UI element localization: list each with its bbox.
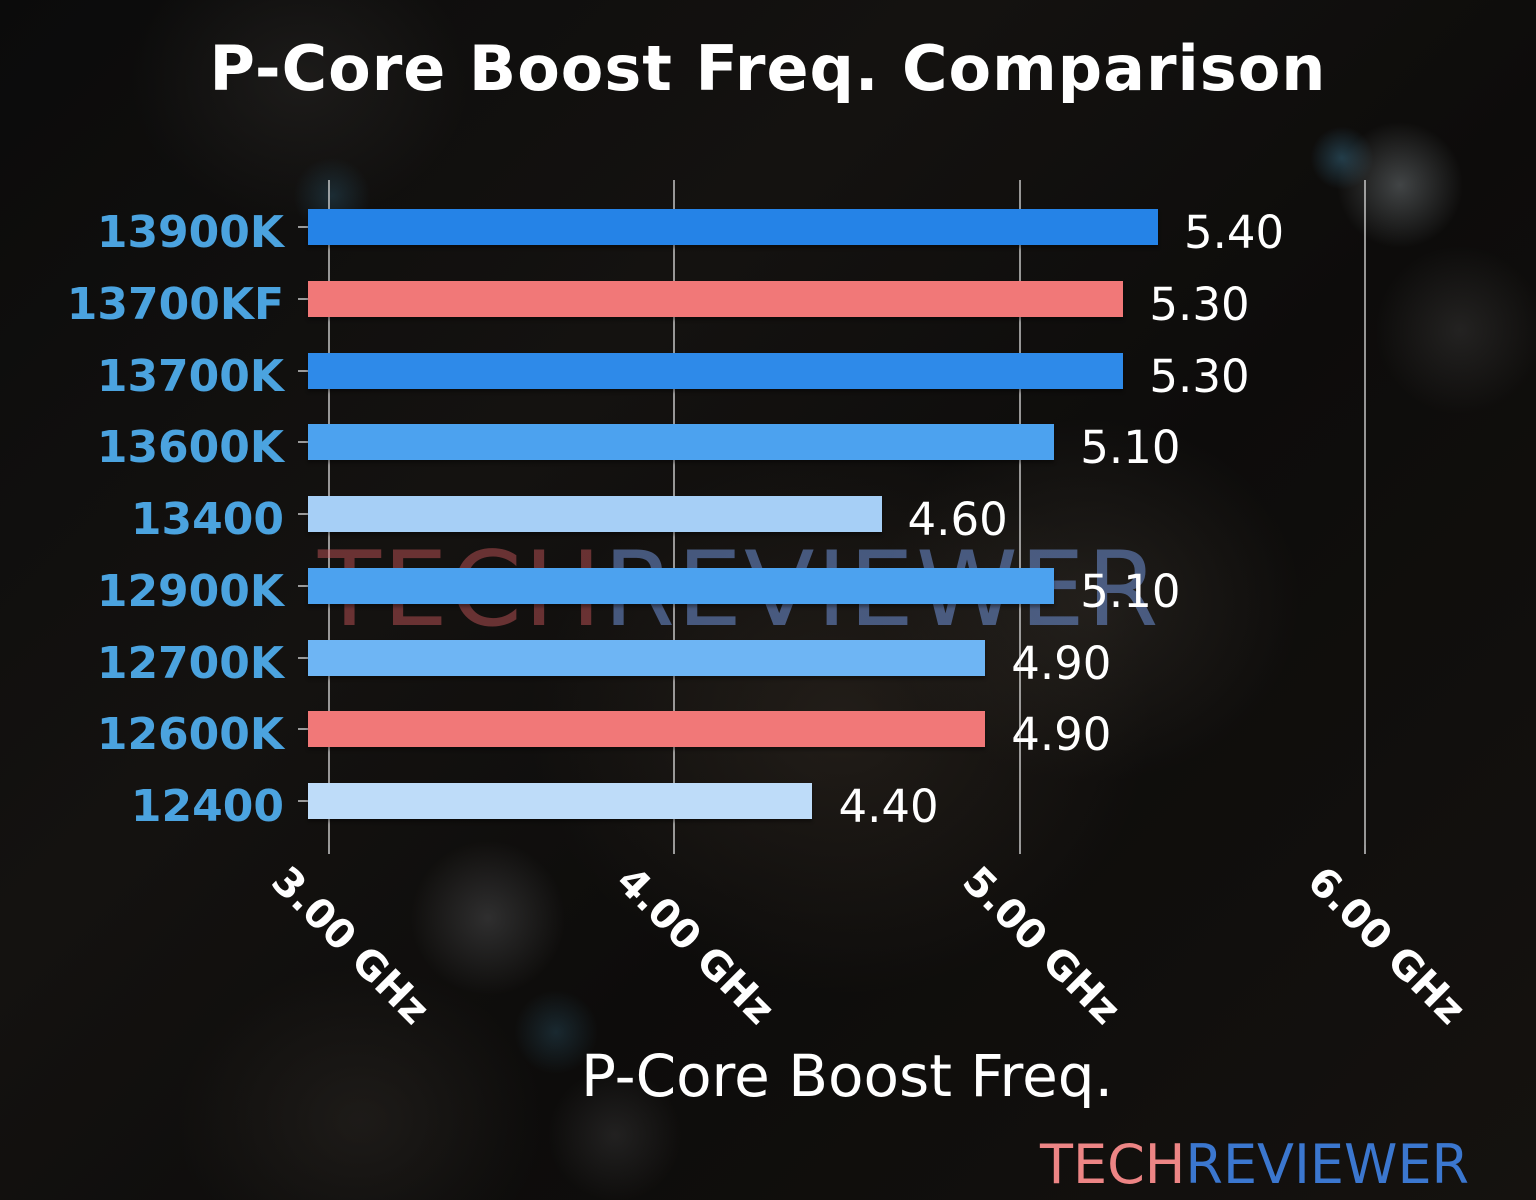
x-gridline [1364,180,1367,845]
bar [308,352,1124,389]
y-axis-tick [298,800,308,802]
value-label: 5.30 [1149,277,1250,331]
x-axis-title: P-Core Boost Freq. [580,1042,1114,1110]
category-label: 13700K [96,350,284,402]
value-label: 5.40 [1183,206,1285,259]
category-label: 13700KF [66,278,284,330]
techreviewer-logo: TECHREVIEWER [1040,1138,1469,1192]
value-label: 4.90 [1011,708,1112,762]
logo-tech: TECH [1040,1133,1186,1196]
category-label: 12400 [130,781,284,832]
bar [308,280,1124,317]
category-label: 12700K [96,637,284,689]
bar [308,209,1158,245]
x-axis-tick [673,845,676,854]
bar [308,711,986,748]
value-label: 4.60 [907,493,1008,546]
y-axis-tick [298,369,308,372]
value-label: 4.40 [838,780,939,833]
bar [308,424,1055,461]
bar [308,567,1055,604]
value-label: 5.30 [1149,349,1250,403]
value-label: 5.10 [1080,421,1181,475]
y-axis-tick [298,584,308,587]
x-axis-tick [1018,845,1021,854]
y-axis-tick [298,513,308,515]
x-gridline [1018,180,1021,845]
category-label: 12600K [96,709,284,761]
value-label: 5.10 [1080,564,1181,618]
y-axis-tick [298,226,308,228]
bar [308,783,813,819]
x-axis-tick [327,845,330,854]
logo-reviewer: REVIEWER [1185,1133,1470,1196]
value-label: 4.90 [1011,636,1112,690]
y-axis-tick [298,297,308,300]
chart-title: P-Core Boost Freq. Comparison [209,32,1327,105]
bar [308,496,882,532]
bar [308,639,986,676]
category-label: 13600K [96,422,284,474]
x-axis-tick [1364,845,1367,854]
category-label: 13900K [96,207,284,258]
y-axis-tick [298,441,308,444]
y-axis-tick [298,656,308,659]
category-label: 12900K [96,565,284,617]
y-axis-tick [298,728,308,731]
category-label: 13400 [130,494,284,545]
